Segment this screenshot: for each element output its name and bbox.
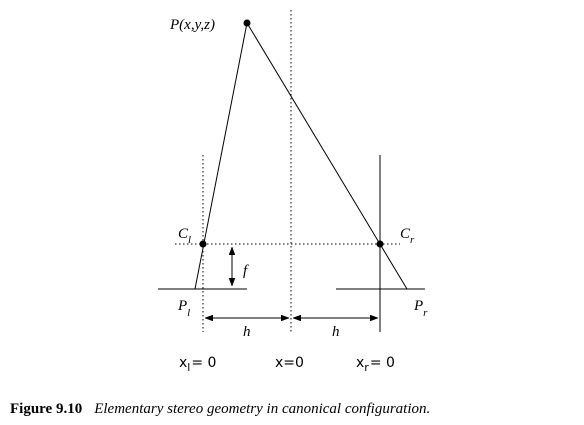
baseline-label: h [332, 324, 340, 340]
label-sub: r [423, 307, 428, 319]
label-sub: l [187, 361, 190, 374]
focal-label: f [243, 263, 249, 279]
axis-label: xl= 0 [179, 355, 216, 374]
left-plane-label: Pl [177, 298, 190, 319]
label-main: x [356, 355, 364, 371]
label-main: C [178, 226, 189, 242]
axis-label: x=0 [275, 355, 304, 371]
caption-label: Figure 9.10 [10, 401, 82, 417]
label-sub: l [188, 234, 191, 246]
label-main: P [413, 298, 423, 314]
axis-label: xr= 0 [356, 355, 395, 374]
left-center [199, 240, 207, 248]
label-sub: r [364, 361, 369, 374]
baseline-label: h [243, 324, 251, 340]
label-sub: r [410, 234, 415, 246]
label-rest: = 0 [370, 355, 395, 371]
left-center-label: Cl [178, 226, 191, 246]
scene-point [243, 19, 251, 27]
right-center [376, 240, 384, 248]
label-rest: = 0 [191, 355, 216, 371]
right-ray [246, 22, 408, 290]
caption: Figure 9.10 Elementary stereo geometry in… [10, 401, 430, 417]
label-main: C [400, 226, 411, 242]
label-sub: l [187, 307, 190, 319]
label-main: x [179, 355, 187, 371]
caption-text: Elementary stereo geometry in canonical … [93, 401, 430, 417]
right-plane-label: Pr [413, 298, 428, 319]
right-center-label: Cr [400, 226, 415, 246]
label-main: P [177, 298, 187, 314]
point-label: P(x,y,z) [169, 17, 215, 33]
